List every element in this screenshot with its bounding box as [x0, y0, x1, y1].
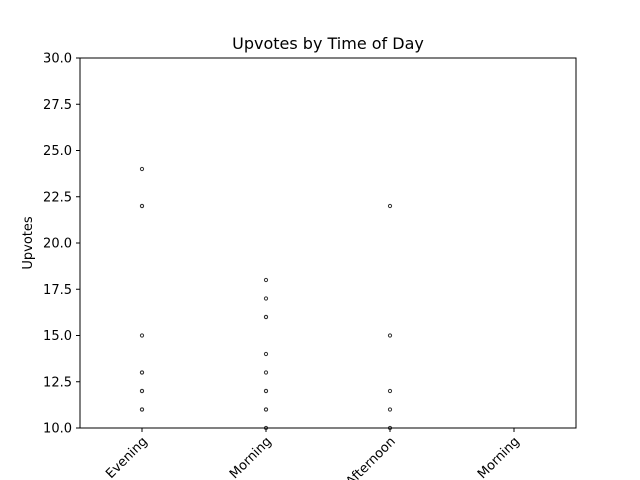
data-point [387, 333, 393, 338]
data-point [139, 166, 145, 172]
data-point [139, 333, 145, 338]
x-tick-label: Morning [227, 434, 275, 480]
data-points [139, 166, 393, 431]
data-point [263, 277, 269, 283]
y-tick-label: 27.5 [43, 98, 72, 113]
plot-frame [79, 57, 577, 429]
y-tick-label: 30.0 [43, 52, 72, 67]
data-point [139, 407, 145, 412]
data-point [139, 370, 145, 375]
data-point [263, 370, 269, 375]
y-axis-ticks: 10.0 12.5 15.0 17.5 20.0 22.5 25.0 27.5 30.0 [43, 52, 80, 437]
data-point [263, 296, 269, 301]
y-tick-label: 20.0 [43, 237, 72, 252]
x-axis-ticks: Evening Morning Afternoon Morning [103, 428, 523, 480]
x-tick-label: Morning [475, 434, 523, 480]
data-point [387, 203, 393, 209]
x-tick-label: Afternoon [343, 434, 398, 480]
x-tick-label: Evening [103, 434, 151, 480]
data-point [139, 203, 145, 209]
data-point [263, 314, 269, 320]
y-tick-label: 22.5 [43, 190, 72, 205]
y-tick-label: 25.0 [43, 144, 72, 159]
y-tick-label: 10.0 [43, 422, 72, 437]
y-axis-label: Upvotes [21, 216, 36, 270]
data-point [387, 388, 393, 394]
chart-title: Upvotes by Time of Day [232, 34, 424, 53]
y-tick-label: 17.5 [43, 283, 72, 298]
data-point [263, 407, 269, 412]
y-tick-label: 15.0 [43, 329, 72, 344]
data-point [263, 388, 269, 394]
data-point [139, 388, 145, 394]
y-tick-label: 12.5 [43, 375, 72, 390]
data-point [263, 351, 269, 357]
data-point [387, 407, 393, 412]
